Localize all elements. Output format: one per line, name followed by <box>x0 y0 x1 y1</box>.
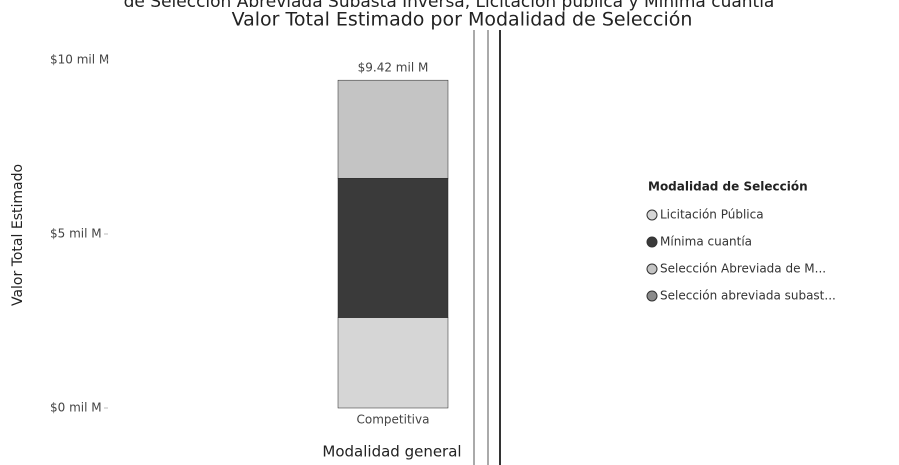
legend-title: Modalidad de Selección <box>648 180 808 194</box>
y-tick-label: $5 mil M <box>50 227 102 241</box>
legend-label: Licitación Pública <box>660 208 764 222</box>
legend-marker <box>646 209 658 221</box>
legend-label: Mínima cuantía <box>660 235 752 249</box>
y-axis-label: Valor Total Estimado <box>10 164 26 306</box>
legend-label: Selección Abreviada de M... <box>660 262 826 276</box>
x-axis-label: Modalidad general <box>322 443 461 461</box>
legend-label: Selección abreviada subast... <box>660 289 836 303</box>
legend-marker <box>646 290 658 302</box>
y-tick-label: $10 mil M <box>50 53 109 67</box>
chart-title: Valor Total Estimado por Modalidad de Se… <box>232 9 693 31</box>
bar-segment <box>337 178 449 318</box>
legend-marker <box>646 263 658 275</box>
legend-marker <box>646 236 658 248</box>
total-label: $9.42 mil M <box>358 61 429 75</box>
bar-segment <box>337 79 449 179</box>
y-tick-label: $0 mil M <box>50 401 102 415</box>
bar-segment <box>337 317 449 409</box>
x-tick-label: Competitiva <box>357 413 430 427</box>
chart-subtitle: de Selección Abreviada Subasta Inversa, … <box>124 0 775 12</box>
